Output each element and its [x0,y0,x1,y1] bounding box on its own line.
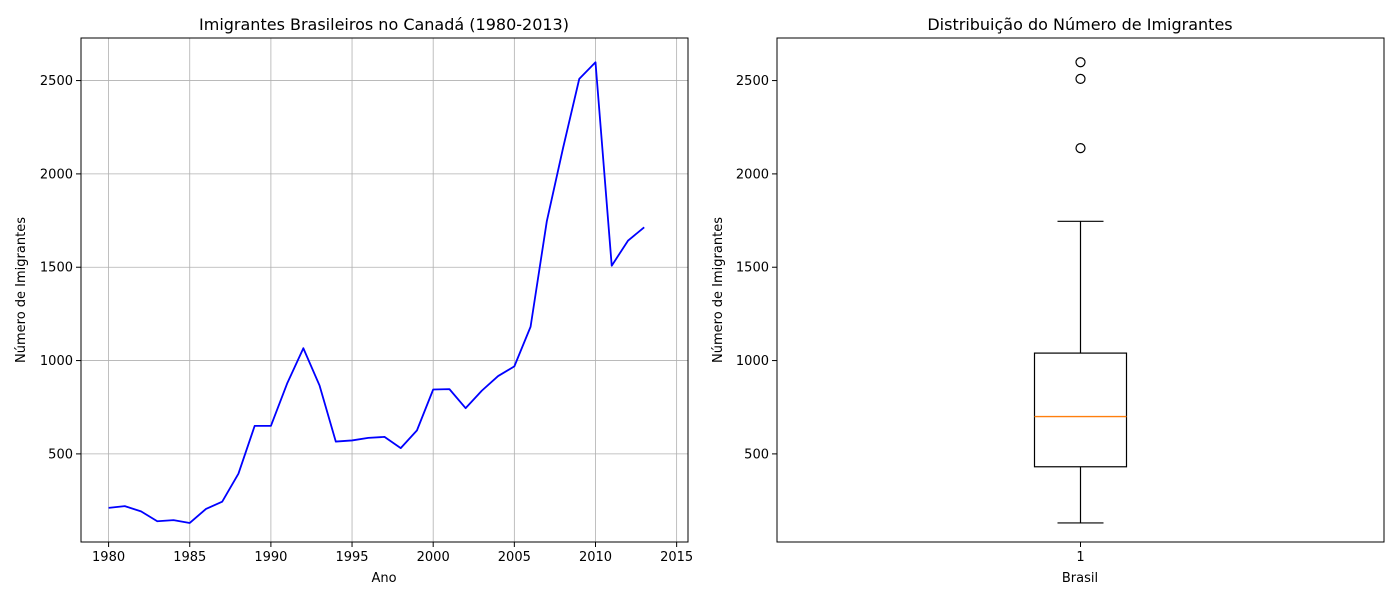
y-tick-label: 1000 [736,354,769,369]
y-tick-label: 2500 [736,74,769,89]
outlier-point [1075,143,1086,154]
x-tick-label: 1 [1076,550,1084,565]
x-tick-label: 2015 [660,550,693,565]
x-tick-label: 1980 [92,550,125,565]
box-plot-y-axis-label: Número de Imigrantes [711,217,726,363]
x-tick-label: 1990 [254,550,287,565]
series-line [108,61,645,524]
y-tick-label: 1000 [40,354,73,369]
y-tick-label: 500 [744,447,769,462]
y-tick-label: 1500 [736,261,769,276]
y-tick-label: 2500 [40,74,73,89]
outlier-point [1075,73,1086,84]
box-plot: Distribuição do Número de Imigrantes 1 5… [711,15,1385,586]
x-tick-label: 2000 [417,550,450,565]
y-tick-label: 500 [48,447,73,462]
x-tick-label: 1995 [335,550,368,565]
line-chart: Imigrantes Brasileiros no Canadá (1980-2… [14,15,693,586]
line-chart-title: Imigrantes Brasileiros no Canadá (1980-2… [199,15,569,34]
y-tick-label: 2000 [736,167,769,182]
line-chart-y-axis-label: Número de Imigrantes [14,217,29,363]
x-tick-label: 2010 [579,550,612,565]
line-chart-y-ticks: 500 1000 1500 2000 2500 [40,74,81,462]
outlier-point [1075,57,1086,68]
box-plot-y-ticks: 500 1000 1500 2000 2500 [736,74,777,462]
line-chart-frame [80,37,689,543]
y-tick-label: 1500 [40,261,73,276]
line-chart-grid [81,38,688,542]
iqr-box [1033,352,1128,468]
y-tick-label: 2000 [40,167,73,182]
box-plot-x-axis-label: Brasil [1062,571,1098,586]
line-chart-x-ticks: 1980 1985 1990 1995 2000 2005 2010 2015 [92,542,693,565]
x-tick-label: 1985 [173,550,206,565]
line-chart-series [108,61,645,524]
box-plot-elements [1033,57,1128,524]
x-tick-label: 2005 [498,550,531,565]
box-plot-title: Distribuição do Número de Imigrantes [927,15,1232,34]
line-chart-x-axis-label: Ano [371,571,396,586]
box-plot-x-ticks: 1 [1076,542,1085,565]
